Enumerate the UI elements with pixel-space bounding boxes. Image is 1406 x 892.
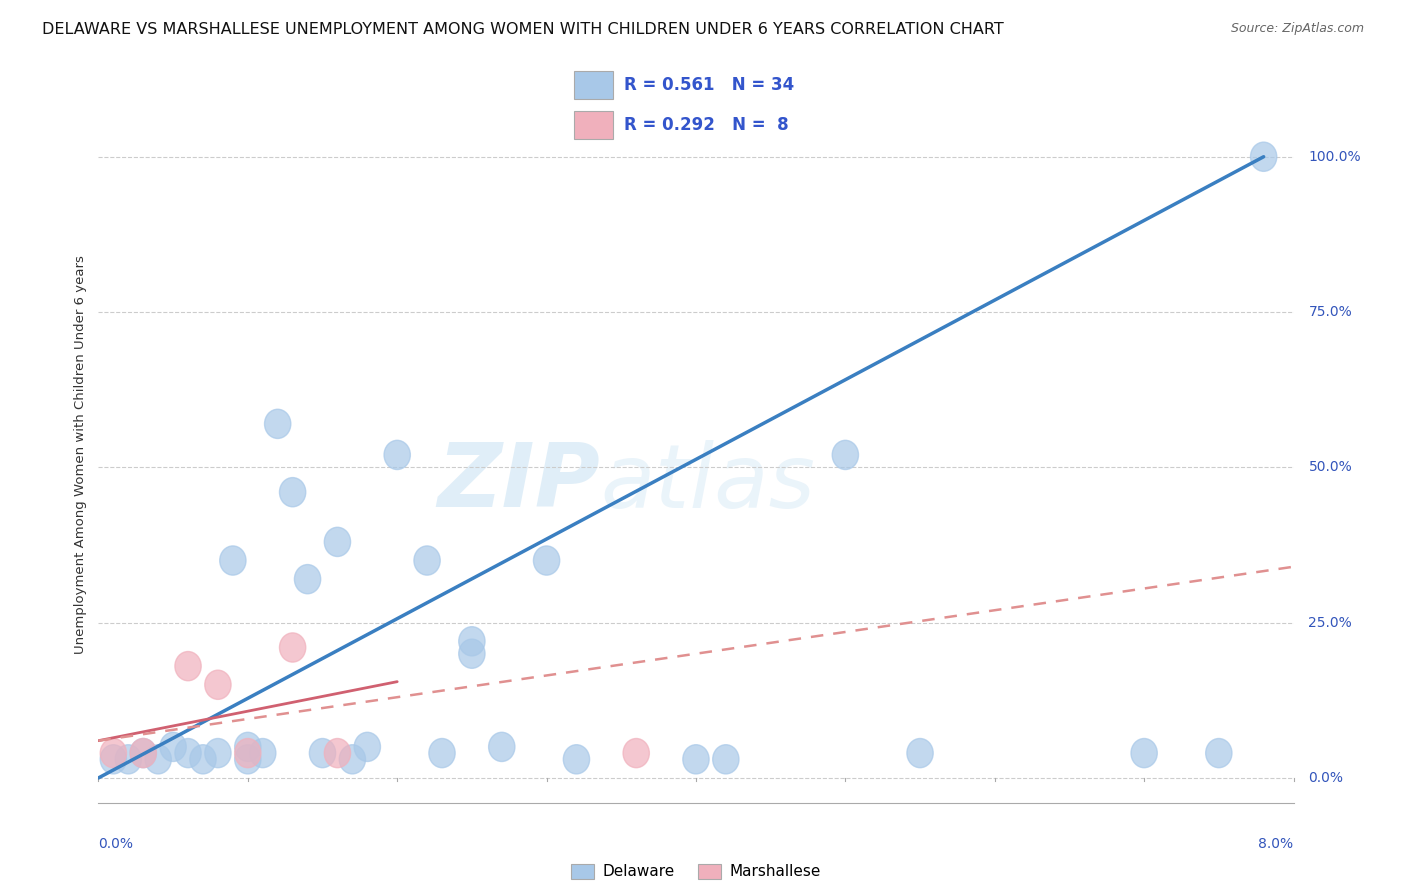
Ellipse shape	[623, 739, 650, 768]
Ellipse shape	[1130, 739, 1157, 768]
Ellipse shape	[384, 441, 411, 469]
Text: atlas: atlas	[600, 440, 815, 525]
Ellipse shape	[713, 745, 740, 774]
Ellipse shape	[325, 527, 350, 557]
Ellipse shape	[235, 732, 262, 762]
Ellipse shape	[174, 739, 201, 768]
Legend: Delaware, Marshallese: Delaware, Marshallese	[564, 857, 828, 886]
Ellipse shape	[280, 633, 305, 662]
Ellipse shape	[907, 739, 934, 768]
Text: 0.0%: 0.0%	[98, 837, 134, 851]
Ellipse shape	[413, 546, 440, 575]
Ellipse shape	[1250, 142, 1277, 171]
Ellipse shape	[458, 627, 485, 656]
Y-axis label: Unemployment Among Women with Children Under 6 years: Unemployment Among Women with Children U…	[75, 255, 87, 655]
Ellipse shape	[250, 739, 276, 768]
Ellipse shape	[174, 651, 201, 681]
Ellipse shape	[235, 745, 262, 774]
Ellipse shape	[205, 739, 231, 768]
Ellipse shape	[429, 739, 456, 768]
Ellipse shape	[564, 745, 589, 774]
Text: DELAWARE VS MARSHALLESE UNEMPLOYMENT AMONG WOMEN WITH CHILDREN UNDER 6 YEARS COR: DELAWARE VS MARSHALLESE UNEMPLOYMENT AMO…	[42, 22, 1004, 37]
Ellipse shape	[131, 739, 156, 768]
Ellipse shape	[354, 732, 381, 762]
Ellipse shape	[339, 745, 366, 774]
Ellipse shape	[683, 745, 709, 774]
Ellipse shape	[264, 409, 291, 439]
Ellipse shape	[235, 739, 262, 768]
Text: 0.0%: 0.0%	[1309, 771, 1344, 785]
Text: 50.0%: 50.0%	[1309, 460, 1353, 475]
Ellipse shape	[1206, 739, 1232, 768]
Text: 8.0%: 8.0%	[1258, 837, 1294, 851]
Text: Source: ZipAtlas.com: Source: ZipAtlas.com	[1230, 22, 1364, 36]
Text: ZIP: ZIP	[437, 439, 600, 526]
Ellipse shape	[458, 639, 485, 668]
Ellipse shape	[294, 565, 321, 594]
Ellipse shape	[190, 745, 217, 774]
Text: 75.0%: 75.0%	[1309, 305, 1353, 319]
Ellipse shape	[205, 670, 231, 699]
Ellipse shape	[309, 739, 336, 768]
Bar	[574, 111, 613, 139]
Ellipse shape	[145, 745, 172, 774]
Ellipse shape	[115, 745, 142, 774]
Bar	[574, 71, 613, 99]
Ellipse shape	[100, 745, 127, 774]
Ellipse shape	[131, 739, 156, 768]
Text: R = 0.561   N = 34: R = 0.561 N = 34	[624, 77, 794, 95]
Text: 25.0%: 25.0%	[1309, 615, 1353, 630]
Ellipse shape	[160, 732, 186, 762]
Ellipse shape	[533, 546, 560, 575]
Ellipse shape	[100, 739, 127, 768]
Text: R = 0.292   N =  8: R = 0.292 N = 8	[624, 116, 789, 134]
Ellipse shape	[832, 441, 859, 469]
Text: 100.0%: 100.0%	[1309, 150, 1361, 164]
Ellipse shape	[219, 546, 246, 575]
Ellipse shape	[325, 739, 350, 768]
Ellipse shape	[489, 732, 515, 762]
Ellipse shape	[280, 477, 305, 507]
